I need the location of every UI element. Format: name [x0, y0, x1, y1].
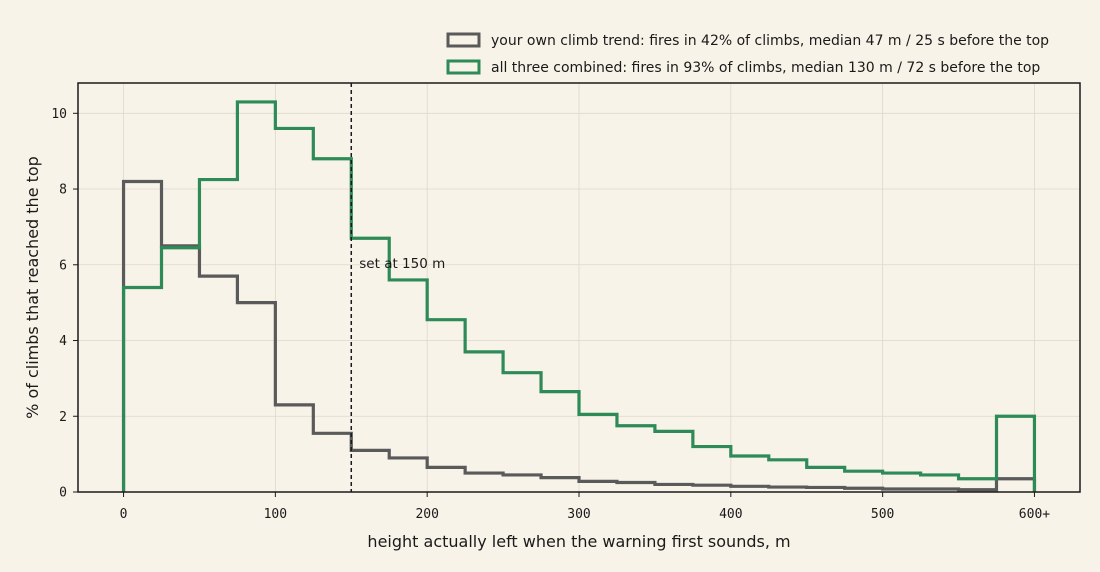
series-1-step-outline — [121, 179, 1037, 492]
x-axis: 0 100 200 300 400 500 600+ — [120, 492, 1050, 522]
series-1-bin — [997, 479, 1035, 492]
series-layer — [121, 100, 1037, 493]
legend-swatch-1 — [446, 32, 481, 48]
series-1-bin — [503, 475, 541, 492]
x-tick-label: 400 — [719, 507, 742, 522]
series-1-bin — [465, 473, 503, 492]
series-2-bin — [237, 102, 275, 492]
x-tick-label: 0 — [120, 507, 128, 522]
x-axis-title: height actually left when the warning fi… — [367, 532, 790, 551]
x-tick-label: 300 — [567, 507, 590, 522]
series-2-bin — [124, 288, 162, 493]
series-1-bin — [389, 458, 427, 492]
y-axis-title: % of climbs that reached the top — [23, 156, 42, 419]
series-2-bin — [389, 280, 427, 492]
series-2-bin — [162, 248, 200, 492]
y-axis: 0 2 4 6 8 10 — [51, 107, 78, 501]
x-tick-label: 200 — [415, 507, 438, 522]
y-tick-label: 8 — [59, 183, 67, 198]
series-1-bin — [162, 246, 200, 492]
grid-lines — [78, 83, 1080, 493]
series-1-bin — [237, 303, 275, 492]
series-1-bin — [199, 276, 237, 492]
y-tick-label: 0 — [59, 486, 67, 501]
series-2-bin — [997, 416, 1035, 492]
series-1-bin — [541, 478, 579, 492]
y-tick-label: 6 — [59, 258, 67, 273]
y-tick-label: 10 — [51, 107, 67, 122]
x-tick-label: 500 — [871, 507, 894, 522]
legend-swatch-2 — [446, 59, 481, 75]
series-2-bin — [313, 159, 351, 492]
series-2-step-outline — [121, 100, 1037, 492]
series-2-bin — [351, 238, 389, 492]
y-tick-label: 2 — [59, 410, 67, 425]
series-1-bin — [124, 181, 162, 492]
series-1-bin — [427, 467, 465, 492]
y-tick-label: 4 — [59, 334, 67, 349]
threshold-label: set at 150 m — [359, 256, 445, 272]
x-tick-label: 600+ — [1019, 507, 1050, 522]
x-tick-label: 100 — [264, 507, 287, 522]
series-1-bin — [313, 433, 351, 492]
series-1-bin — [351, 450, 389, 492]
annotation-layer: set at 150 m — [350, 83, 445, 492]
series-2-bin — [275, 128, 313, 492]
series-2-bin — [199, 180, 237, 492]
legend-label-2: all three combined: fires in 93% of clim… — [491, 60, 1040, 76]
series-1-bin — [275, 405, 313, 492]
legend-label-1: your own climb trend: fires in 42% of cl… — [491, 33, 1049, 49]
series-2-bin — [465, 352, 503, 492]
legend: your own climb trend: fires in 42% of cl… — [446, 32, 1049, 76]
